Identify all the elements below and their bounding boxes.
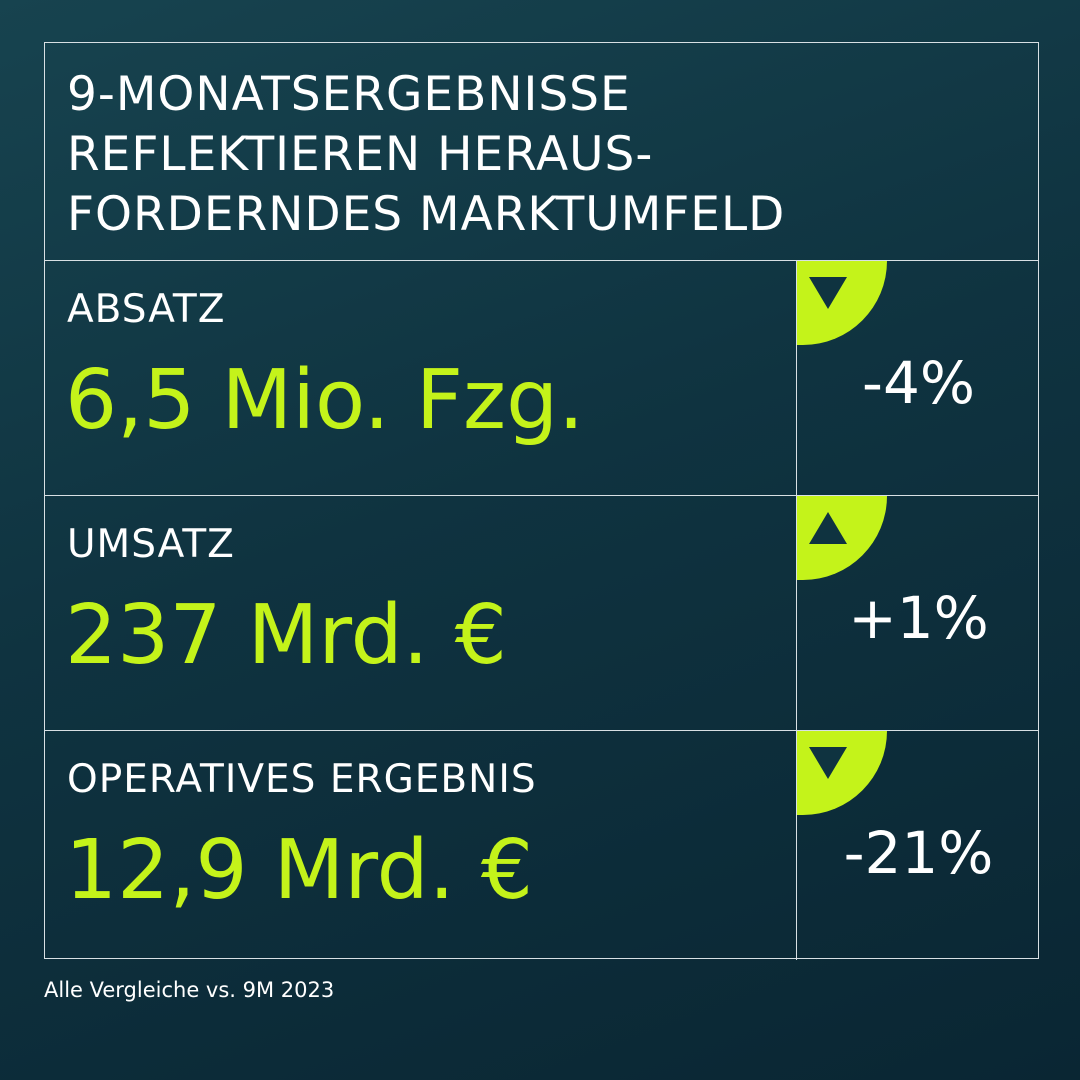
metric-value: 12,9 Mrd. € — [65, 823, 534, 918]
metric-cell: UMSATZ 237 Mrd. € — [45, 496, 797, 730]
headline-line-3: FORDERNDES MARKTUMFELD — [67, 187, 786, 242]
trend-badge — [797, 261, 887, 345]
metric-value: 237 Mrd. € — [65, 588, 507, 683]
metric-label: ABSATZ — [67, 287, 226, 332]
footnote: Alle Vergleiche vs. 9M 2023 — [44, 978, 335, 1002]
metric-row-umsatz: UMSATZ 237 Mrd. € +1% — [45, 496, 1038, 731]
metric-cell: ABSATZ 6,5 Mio. Fzg. — [45, 261, 797, 495]
metric-label: OPERATIVES ERGEBNIS — [67, 757, 537, 802]
headline-line-1: 9-MONATSERGEBNISSE — [67, 67, 631, 122]
metric-value: 6,5 Mio. Fzg. — [65, 353, 585, 448]
triangle-up-icon — [809, 512, 847, 544]
change-percent: -21% — [843, 819, 994, 887]
metric-row-absatz: ABSATZ 6,5 Mio. Fzg. -4% — [45, 261, 1038, 496]
trend-badge — [797, 496, 887, 580]
change-percent: -4% — [862, 349, 975, 417]
change-percent: +1% — [848, 584, 989, 652]
headline: 9-MONATSERGEBNISSE REFLEKTIEREN HERAUS- … — [45, 43, 1038, 261]
metric-row-operatives-ergebnis: OPERATIVES ERGEBNIS 12,9 Mrd. € -21% — [45, 731, 1038, 960]
triangle-down-icon — [809, 277, 847, 309]
headline-line-2: REFLEKTIEREN HERAUS- — [67, 127, 654, 182]
triangle-down-icon — [809, 747, 847, 779]
trend-badge — [797, 731, 887, 815]
metric-label: UMSATZ — [67, 522, 235, 567]
results-panel: 9-MONATSERGEBNISSE REFLEKTIEREN HERAUS- … — [44, 42, 1039, 960]
metric-cell: OPERATIVES ERGEBNIS 12,9 Mrd. € — [45, 731, 797, 960]
